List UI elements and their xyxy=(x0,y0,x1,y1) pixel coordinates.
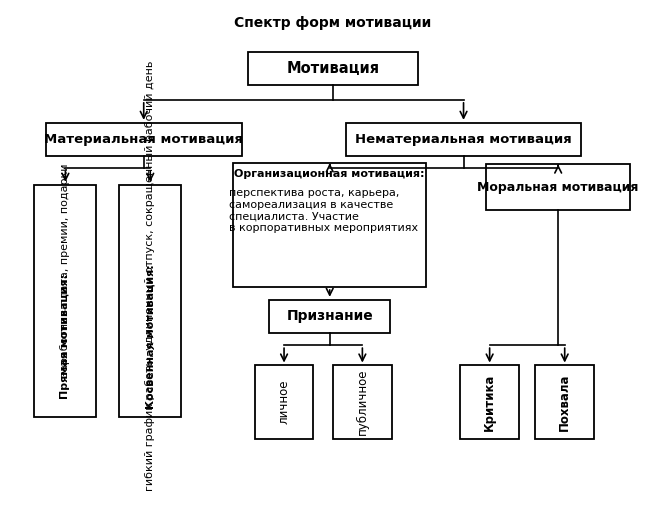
FancyBboxPatch shape xyxy=(46,123,242,156)
FancyBboxPatch shape xyxy=(248,52,418,85)
FancyBboxPatch shape xyxy=(333,365,392,439)
Text: Моральная мотивация: Моральная мотивация xyxy=(478,181,639,194)
FancyBboxPatch shape xyxy=(35,185,97,417)
FancyBboxPatch shape xyxy=(486,165,630,210)
Text: личное: личное xyxy=(278,380,290,424)
Text: Материальная мотивация: Материальная мотивация xyxy=(44,133,243,146)
Text: Нематериальная мотивация: Нематериальная мотивация xyxy=(355,133,572,146)
FancyBboxPatch shape xyxy=(535,365,594,439)
Text: Организационная мотивация:: Организационная мотивация: xyxy=(234,169,425,179)
Text: Прямая мотивация:: Прямая мотивация: xyxy=(61,274,71,399)
FancyBboxPatch shape xyxy=(346,123,581,156)
Text: Признание: Признание xyxy=(286,309,373,323)
Text: Мотивация: Мотивация xyxy=(286,61,380,76)
Text: гибкий график работы, удлиненный отпуск, сокращенный рабочий день: гибкий график работы, удлиненный отпуск,… xyxy=(145,60,155,491)
FancyBboxPatch shape xyxy=(254,365,314,439)
Text: перспектива роста, карьера,
самореализация в качестве
специалиста. Участие
в кор: перспектива роста, карьера, самореализац… xyxy=(228,188,418,233)
Text: Спектр форм мотивации: Спектр форм мотивации xyxy=(234,16,432,30)
FancyBboxPatch shape xyxy=(269,300,390,333)
Text: публичное: публичное xyxy=(356,369,369,436)
Text: Критика: Критика xyxy=(483,374,496,431)
Text: Похвала: Похвала xyxy=(558,374,571,431)
FancyBboxPatch shape xyxy=(119,185,181,417)
FancyBboxPatch shape xyxy=(234,163,426,287)
Text: заработная плата, премии, подарки: заработная плата, премии, подарки xyxy=(61,164,71,377)
FancyBboxPatch shape xyxy=(460,365,519,439)
Text: Косвенная мотивация:: Косвенная мотивация: xyxy=(145,264,155,409)
